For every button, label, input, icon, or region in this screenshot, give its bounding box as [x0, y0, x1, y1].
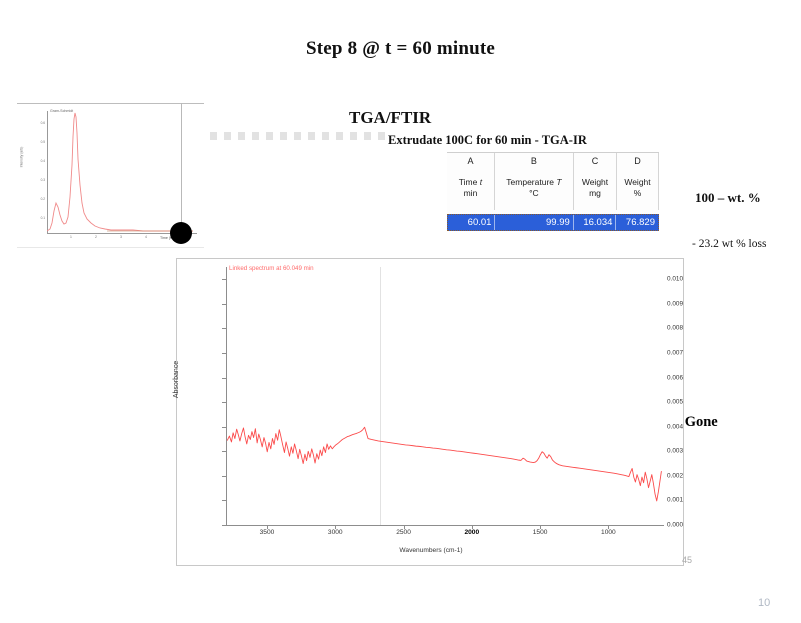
subheader-time: Time t min	[447, 168, 495, 211]
ftir-x-tick-mark	[471, 525, 473, 529]
ftir-x-tick-mark	[608, 525, 610, 529]
subheader-name: Weight	[581, 177, 609, 187]
ftir-x-tick-label: 3500	[259, 529, 275, 536]
subheader-unit: °C	[529, 187, 539, 198]
ftir-y-tick-mark	[222, 451, 227, 453]
tga-gram-schmidt-trace	[47, 112, 193, 232]
subheader-unit: %	[633, 187, 642, 198]
page-title: Step 8 @ t = 60 minute	[305, 38, 496, 59]
ftir-spectrum-trace	[226, 426, 662, 502]
section-heading: TGA/FTIR	[349, 108, 432, 127]
tga-y-axis-line	[47, 111, 48, 233]
column-header-b: B	[494, 153, 574, 168]
ftir-y-axis-label: Absorbance	[173, 360, 181, 399]
ftir-x-tick-mark	[540, 525, 542, 529]
formula-annotation: 100 – wt. %	[695, 190, 761, 205]
ftir-x-tick-label: 3000	[327, 529, 343, 536]
table-subheader-row: Time t min Temperature T °C Weight mg We…	[447, 168, 659, 211]
ftir-x-tick-mark	[335, 525, 337, 529]
ftir-x-axis-line	[226, 525, 664, 526]
ftir-y-tick-mark	[222, 475, 227, 477]
ftir-y-tick-mark	[222, 279, 227, 281]
ftir-y-tick-label: 0.001	[667, 496, 683, 504]
faded-table-remnant	[210, 132, 385, 140]
cell-weight-percent[interactable]: 76.829	[625, 217, 655, 229]
tga-y-axis-label: Intensity (arb)	[19, 146, 24, 168]
ftir-y-tick-mark	[222, 402, 227, 404]
chart-page-number: 45	[682, 555, 693, 565]
experiment-subtitle: Extrudate 100C for 60 min - TGA-IR	[388, 133, 587, 147]
tga-y-tick: 0.1	[40, 216, 45, 220]
cell-time[interactable]: 60.01	[448, 215, 496, 231]
ftir-x-tick-mark	[403, 525, 405, 529]
column-header-d: D	[617, 153, 659, 168]
cell-temperature[interactable]: 99.99	[495, 215, 574, 231]
tga-series-label: Gram-Schmidt	[50, 109, 74, 113]
ftir-y-tick-mark	[222, 500, 227, 502]
ftir-y-axis-line	[226, 267, 227, 525]
ftir-y-tick-label: 0.003	[667, 447, 683, 455]
ftir-y-tick-mark	[222, 303, 227, 305]
subheader-unit: min	[463, 187, 478, 198]
subheader-weight-mg: Weight mg	[573, 168, 617, 211]
column-header-c: C	[573, 153, 617, 168]
slide-divider-line	[181, 103, 182, 233]
tga-y-tick: 0.3	[40, 178, 45, 182]
tga-x-tick: 4	[145, 235, 147, 239]
ftir-y-tick-mark	[222, 377, 227, 379]
ftir-y-tick-label: 0.005	[667, 398, 683, 406]
ftir-x-tick-label: 2500	[396, 529, 411, 536]
spectrum-annotation: Linked spectrum at 60.049 min	[229, 265, 314, 272]
position-marker-dot[interactable]	[170, 222, 192, 244]
tga-x-axis-label: Time (min)	[160, 236, 178, 240]
tga-y-tick: 0.2	[40, 197, 45, 201]
ftir-y-tick-label: 0.006	[667, 374, 683, 382]
ftir-y-tick-mark	[222, 328, 227, 330]
ftir-y-tick-label: 0.010	[667, 275, 683, 283]
ftir-y-tick-label: 0.000	[667, 521, 683, 529]
ftir-y-tick-label: 0.007	[667, 349, 683, 357]
table-header-row: A B C D	[447, 152, 659, 168]
tga-x-tick: 2	[95, 235, 97, 239]
ftir-y-tick-mark	[222, 353, 227, 354]
ftir-x-tick-label: 1000	[601, 529, 616, 536]
tga-y-tick: 0.4	[40, 159, 45, 163]
tga-x-tick: 3	[120, 235, 122, 239]
ftir-y-tick-label: 0.008	[667, 324, 683, 332]
subheader-symbol: t	[479, 177, 483, 187]
ftir-x-tick-label: 2000	[464, 529, 480, 536]
tga-x-tick: 1	[70, 235, 72, 239]
cell-weight-mg[interactable]: 16.034	[574, 215, 617, 231]
subheader-name: Weight	[624, 177, 651, 187]
ftir-x-tick-mark	[266, 525, 268, 529]
subheader-symbol: T	[556, 177, 562, 187]
subheader-name: Temperature	[506, 177, 554, 187]
weight-loss-annotation: - 23.2 wt % loss	[692, 238, 767, 250]
tga-x-axis-line	[47, 233, 197, 234]
tga-y-tick: 0.5	[40, 140, 45, 144]
subheader-weight-pct: Weight %	[617, 168, 659, 211]
ftir-y-tick-mark	[222, 426, 227, 428]
ftir-y-tick-label: 0.002	[667, 472, 683, 480]
subheader-name: Time	[458, 177, 478, 187]
ftir-y-tick-mark	[222, 525, 227, 526]
column-header-a: A	[447, 153, 495, 168]
ftir-y-tick-label: 0.004	[667, 423, 683, 431]
subheader-temperature: Temperature T °C	[494, 168, 574, 211]
tga-y-tick: 0.6	[40, 121, 45, 125]
tga-thumbnail-frame	[17, 103, 204, 248]
tga-thumbnail-chart[interactable]: Gram-Schmidt Intensity (arb) 0.6 0.5 0.4…	[17, 103, 204, 248]
ftir-x-axis-label: Wavenumbers (cm-1)	[399, 547, 463, 554]
ftir-spectrum-chart[interactable]: Linked spectrum at 60.049 min Absorbance…	[173, 258, 692, 566]
ftir-gridline-2000	[380, 267, 381, 525]
tga-data-table[interactable]: A B C D Time t min Temperature T °C Weig…	[447, 152, 659, 232]
table-row[interactable]: 60.01 99.99 16.034 76.829	[447, 214, 659, 232]
slide-page-number: 10	[758, 597, 771, 609]
ftir-x-tick-label: 1500	[532, 529, 548, 536]
ftir-y-tick-label: 0.009	[667, 300, 683, 308]
subheader-unit: mg	[589, 187, 601, 198]
